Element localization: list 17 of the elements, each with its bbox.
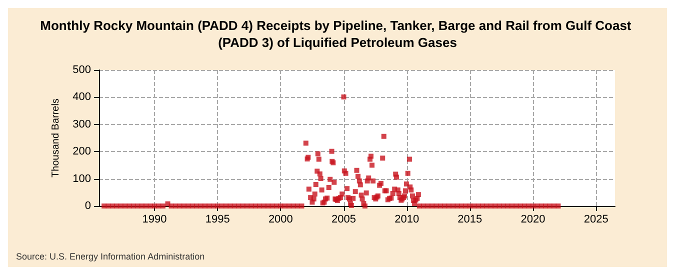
x-tick-label: 1990 [142,214,167,226]
y-tick-label: 500 [72,64,91,76]
x-tick-label: 2010 [394,214,420,226]
y-tick-label: 200 [72,146,91,158]
y-tick-label: 0 [84,200,91,212]
x-tick-label: 2000 [268,214,293,226]
y-tick-label: 100 [72,172,91,185]
source-note: Source: U.S. Energy Information Administration [16,252,205,262]
x-tick-label: 1995 [205,214,230,226]
x-tick-label: 2015 [458,214,482,226]
y-tick-label: 400 [72,91,91,104]
chart-title: Monthly Rocky Mountain (PADD 4) Receipts by Pipeline, Tanker, Barge and Rail from Gulf Coast (PADD 3) of Liquified Petroleum Gases [40,18,635,50]
x-tick-label: 2005 [332,214,356,226]
x-tick-label: 2025 [584,214,608,226]
x-tick-label: 2020 [520,214,546,226]
y-tick-label: 300 [72,118,91,130]
y-axis-title: Thousand Barrels [50,98,62,178]
